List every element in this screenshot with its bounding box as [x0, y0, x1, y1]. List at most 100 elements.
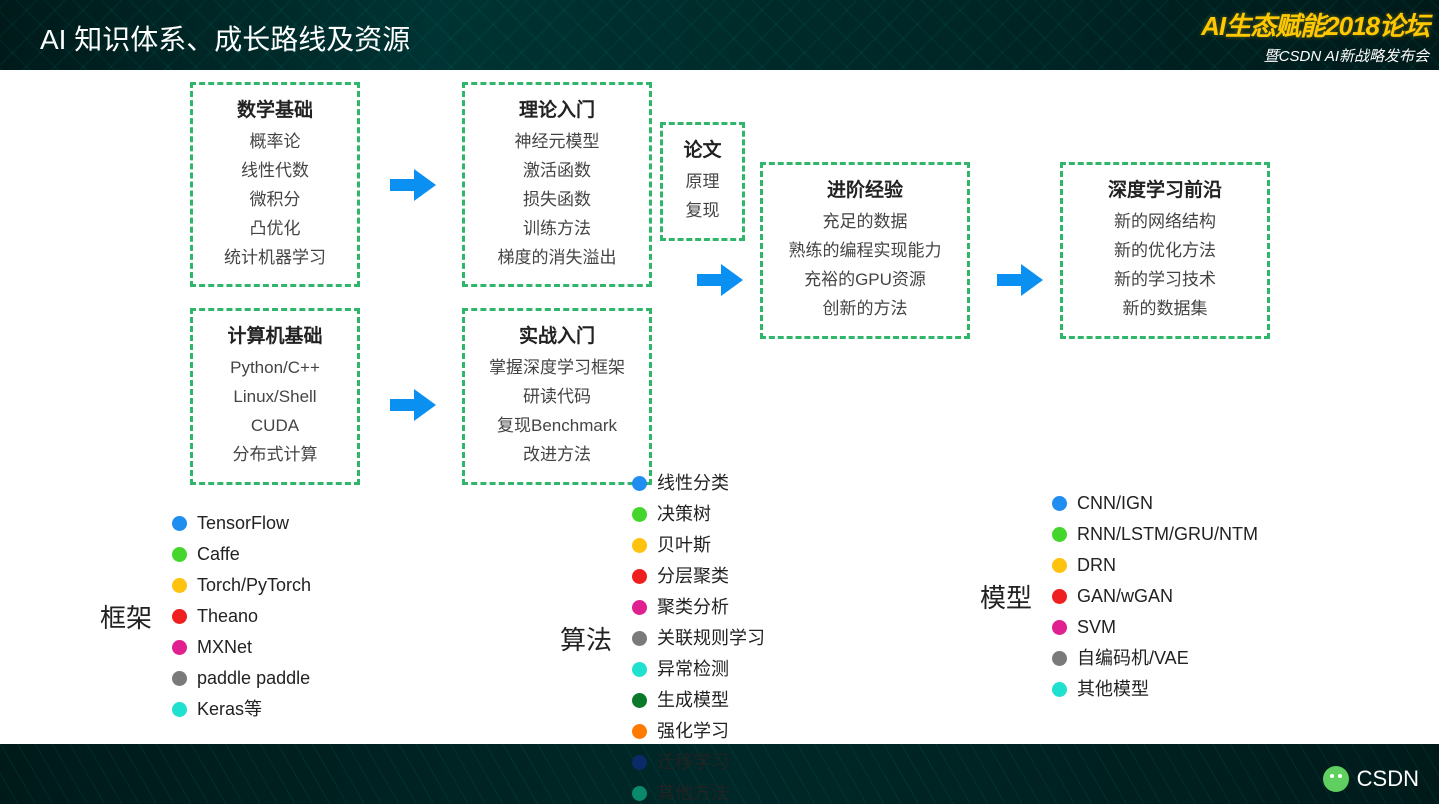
box-theory: 理论入门神经元模型激活函数损失函数训练方法梯度的消失溢出 — [462, 82, 652, 287]
list-item: CNN/IGN — [1052, 490, 1258, 517]
box-item: 熟练的编程实现能力 — [781, 237, 949, 266]
list-item-text: 自编码机/VAE — [1077, 645, 1189, 672]
bullet-dot — [632, 507, 647, 522]
bullet-dot — [1052, 651, 1067, 666]
list-item-text: GAN/wGAN — [1077, 583, 1173, 610]
box-item: 复现 — [681, 197, 724, 226]
bullet-dot — [632, 693, 647, 708]
list-label: 框架 — [100, 598, 152, 635]
bullet-dot — [1052, 620, 1067, 635]
box-frontier: 深度学习前沿新的网络结构新的优化方法新的学习技术新的数据集 — [1060, 162, 1270, 339]
bullet-dot — [172, 671, 187, 686]
list-item-text: 分层聚类 — [657, 563, 729, 590]
bullet-dot — [172, 702, 187, 717]
list-item: 强化学习 — [632, 718, 765, 745]
list-items: TensorFlowCaffeTorch/PyTorchTheanoMXNetp… — [172, 510, 311, 723]
arrow-icon — [695, 260, 745, 300]
box-item: 原理 — [681, 168, 724, 197]
box-item: 梯度的消失溢出 — [483, 244, 631, 273]
list-algo: 算法线性分类决策树贝叶斯分层聚类聚类分析关联规则学习异常检测生成模型强化学习迁移… — [560, 470, 765, 807]
bullet-dot — [1052, 558, 1067, 573]
list-item-text: RNN/LSTM/GRU/NTM — [1077, 521, 1258, 548]
list-item-text: 异常检测 — [657, 656, 729, 683]
box-item: CUDA — [211, 412, 339, 441]
box-item: 线性代数 — [211, 157, 339, 186]
list-item: 其他方法 — [632, 780, 765, 807]
list-item-text: SVM — [1077, 614, 1116, 641]
list-label: 算法 — [560, 620, 612, 657]
arrow-icon — [388, 165, 438, 205]
list-item: GAN/wGAN — [1052, 583, 1258, 610]
bullet-dot — [172, 640, 187, 655]
box-item: 新的网络结构 — [1081, 208, 1249, 237]
box-item: 研读代码 — [483, 383, 631, 412]
box-title: 进阶经验 — [781, 175, 949, 202]
list-item: Theano — [172, 603, 311, 630]
box-item: 新的优化方法 — [1081, 237, 1249, 266]
watermark-text: CSDN — [1357, 766, 1419, 792]
list-item-text: 关联规则学习 — [657, 625, 765, 652]
arrow-icon — [995, 260, 1045, 300]
box-item: 神经元模型 — [483, 128, 631, 157]
bullet-dot — [632, 755, 647, 770]
list-item-text: 贝叶斯 — [657, 532, 711, 559]
box-item: 充足的数据 — [781, 208, 949, 237]
box-cs: 计算机基础 Python/C++Linux/ShellCUDA分布式计算 — [190, 308, 360, 485]
bullet-dot — [172, 516, 187, 531]
list-item: RNN/LSTM/GRU/NTM — [1052, 521, 1258, 548]
list-item-text: DRN — [1077, 552, 1116, 579]
list-item-text: 生成模型 — [657, 687, 729, 714]
list-item: Torch/PyTorch — [172, 572, 311, 599]
list-item: 决策树 — [632, 501, 765, 528]
bullet-dot — [632, 786, 647, 801]
box-item: 分布式计算 — [211, 441, 339, 470]
list-item-text: CNN/IGN — [1077, 490, 1153, 517]
box-item: 概率论 — [211, 128, 339, 157]
box-item: Linux/Shell — [211, 383, 339, 412]
box-item: 微积分 — [211, 186, 339, 215]
list-item: Caffe — [172, 541, 311, 568]
box-item: 激活函数 — [483, 157, 631, 186]
box-math: 数学基础概率论线性代数微积分凸优化统计机器学习 — [190, 82, 360, 287]
list-item: 分层聚类 — [632, 563, 765, 590]
list-item-text: 线性分类 — [657, 470, 729, 497]
list-item: DRN — [1052, 552, 1258, 579]
bullet-dot — [632, 600, 647, 615]
list-item: 关联规则学习 — [632, 625, 765, 652]
list-items: 线性分类决策树贝叶斯分层聚类聚类分析关联规则学习异常检测生成模型强化学习迁移学习… — [632, 470, 765, 807]
list-label: 模型 — [980, 578, 1032, 615]
list-item: Keras等 — [172, 696, 311, 723]
bullet-dot — [1052, 527, 1067, 542]
list-item: 迁移学习 — [632, 749, 765, 776]
logo-sub: 暨CSDN AI新战略发布会 — [1201, 45, 1429, 66]
list-model: 模型 CNN/IGN RNN/LSTM/GRU/NTM DRN GAN/wGAN SVM 自… — [980, 490, 1258, 703]
list-item-text: 其他模型 — [1077, 676, 1149, 703]
list-items: CNN/IGN RNN/LSTM/GRU/NTM DRN GAN/wGAN SVM 自编码… — [1052, 490, 1258, 703]
bullet-dot — [632, 476, 647, 491]
list-item-text: TensorFlow — [197, 510, 289, 537]
list-item: 聚类分析 — [632, 594, 765, 621]
box-title: 计算机基础 — [211, 321, 339, 348]
box-item: 复现Benchmark — [483, 412, 631, 441]
list-item-text: Keras等 — [197, 696, 262, 723]
box-title: 论文 — [681, 135, 724, 162]
logo-main: AI生态赋能2018论坛 — [1201, 6, 1429, 43]
box-title: 理论入门 — [483, 95, 631, 122]
list-item: 异常检测 — [632, 656, 765, 683]
box-item: 训练方法 — [483, 215, 631, 244]
box-item: 新的数据集 — [1081, 295, 1249, 324]
box-item: 充裕的GPU资源 — [781, 266, 949, 295]
bullet-dot — [1052, 589, 1067, 604]
box-practice: 实战入门掌握深度学习框架研读代码复现Benchmark改进方法 — [462, 308, 652, 485]
list-item-text: Theano — [197, 603, 258, 630]
wechat-icon — [1323, 766, 1349, 792]
box-item: 掌握深度学习框架 — [483, 354, 631, 383]
list-framework: 框架TensorFlowCaffeTorch/PyTorchTheanoMXNe… — [100, 510, 311, 723]
box-item: Python/C++ — [211, 354, 339, 383]
list-item-text: 强化学习 — [657, 718, 729, 745]
bullet-dot — [172, 547, 187, 562]
bullet-dot — [632, 538, 647, 553]
arrow-icon — [388, 385, 438, 425]
list-item-text: 聚类分析 — [657, 594, 729, 621]
diagram-canvas: 数学基础概率论线性代数微积分凸优化统计机器学习计算机基础 Python/C++Li… — [0, 70, 1439, 804]
